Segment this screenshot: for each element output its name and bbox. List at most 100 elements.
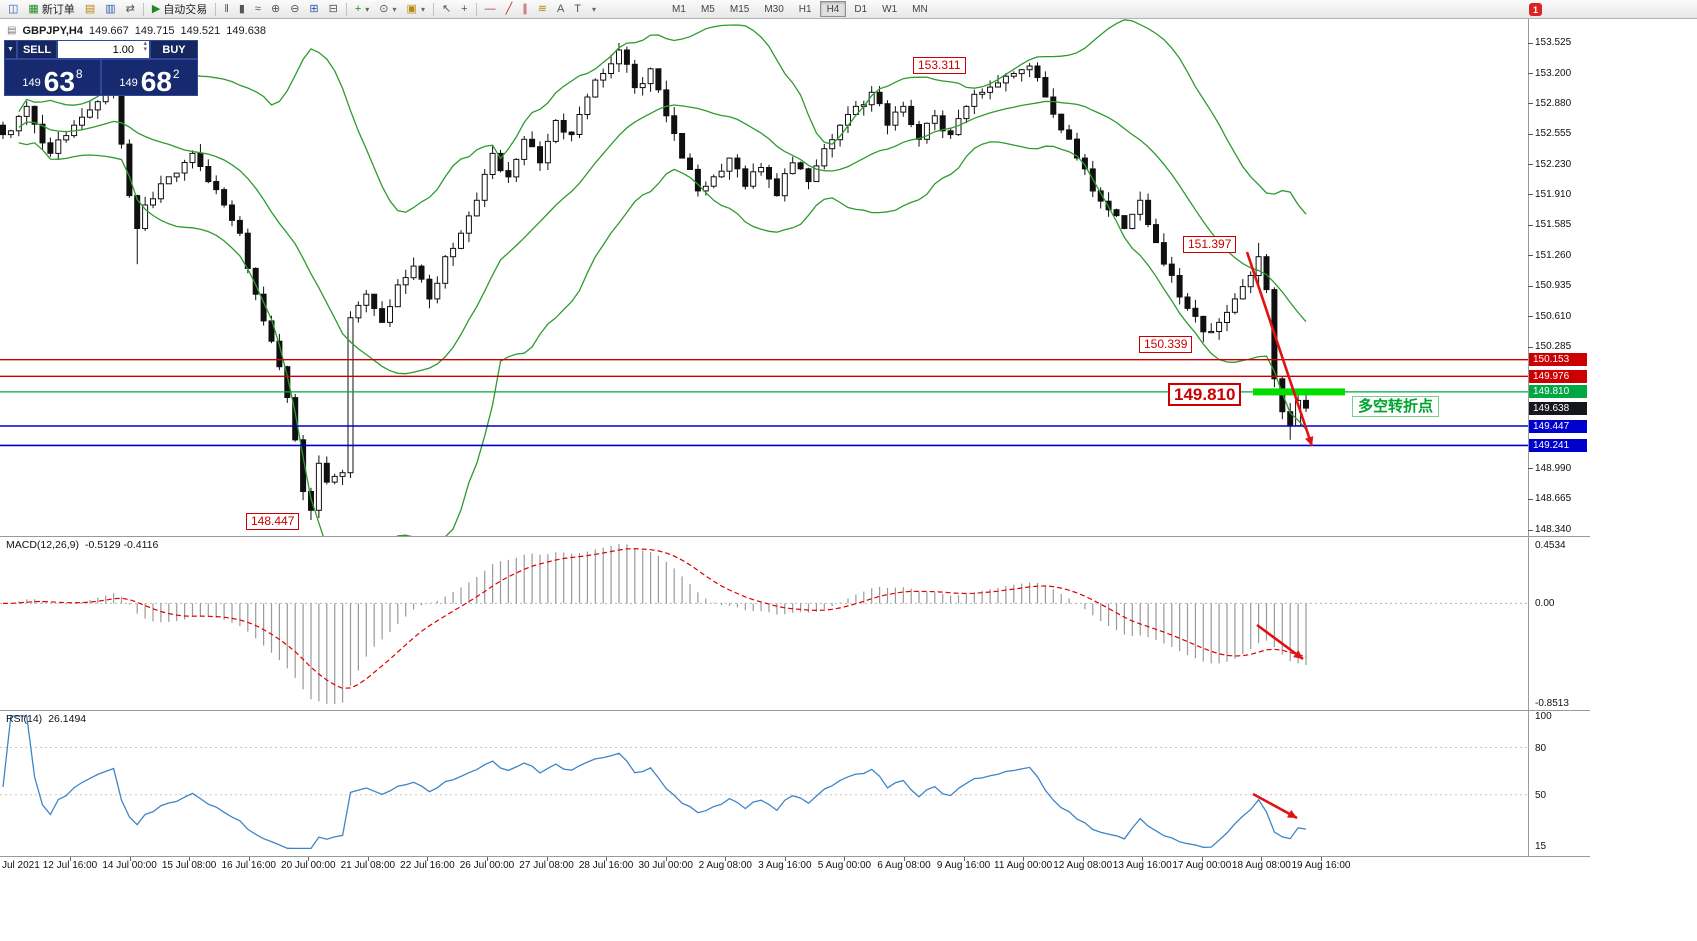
auto-trading-button[interactable]: ▶ 自动交易	[147, 1, 212, 18]
timeframe-w1[interactable]: W1	[875, 1, 904, 17]
macd-panel[interactable]	[0, 536, 1590, 710]
market-watch-icon: ▥	[105, 2, 116, 15]
close-value: 149.638	[226, 25, 267, 37]
sell-price-big: 63	[43, 65, 75, 97]
toolbar-separator	[142, 2, 144, 16]
time-axis-label: 15 Jul 08:00	[161, 860, 217, 871]
price-annotation[interactable]: 150.339	[1139, 336, 1193, 353]
zoom-in-icon: ⊕	[270, 2, 281, 15]
time-axis-tick	[963, 857, 965, 861]
line-chart-icon: ≈	[254, 2, 261, 15]
candle-chart-button[interactable]: ▮	[234, 1, 250, 18]
time-axis-tick	[427, 857, 429, 861]
horizontal-line-icon: —	[484, 2, 496, 15]
hline-tool-button[interactable]: —	[480, 1, 501, 18]
time-axis-label: 11 Aug 00:00	[994, 860, 1053, 871]
toolbar-separator	[475, 2, 477, 16]
macd-label: MACD(12,26,9) -0.5129 -0.4116	[6, 539, 158, 551]
refresh-icon: ⇄	[125, 2, 135, 15]
panel-divider[interactable]	[0, 710, 1590, 711]
window-icon: ◫	[8, 2, 19, 15]
symbol-ohlc-bar: ▤ GBPJPY,H4 149.667 149.715 149.521 149.…	[7, 25, 266, 37]
cursor-icon: ↖	[441, 2, 452, 15]
timeframe-m1[interactable]: M1	[665, 1, 693, 17]
sell-price-prefix: 149	[22, 77, 41, 89]
time-axis-label: 26 Jul 00:00	[459, 860, 515, 871]
buy-price[interactable]: 149 68 2	[101, 59, 198, 96]
time-axis-tick	[903, 857, 905, 861]
panel-divider[interactable]	[0, 536, 1590, 537]
timeframe-d1[interactable]: D1	[847, 1, 874, 17]
timeframe-group: M1 M5 M15 M30 H1 H4 D1 W1 MN	[665, 1, 935, 17]
turning-point-label[interactable]: 多空转折点	[1352, 396, 1440, 417]
charts-button[interactable]: ▤	[80, 1, 100, 18]
templates-button[interactable]: ▣ ▾	[402, 1, 430, 18]
label-tool-button[interactable]: T	[569, 1, 586, 18]
trendline-tool-button[interactable]: ╱	[501, 1, 518, 18]
chart-icon: ▤	[7, 25, 17, 36]
time-axis-label: 13 Aug 16:00	[1112, 860, 1172, 871]
charts-icon: ▤	[84, 2, 96, 15]
low-value: 149.521	[180, 25, 221, 37]
timeframe-m15[interactable]: M15	[723, 1, 756, 17]
sell-button[interactable]: SELL	[17, 40, 57, 59]
tile-windows-button[interactable]: ⊞	[304, 1, 323, 18]
chevron-down-icon: ▾	[392, 4, 397, 14]
rsi-panel[interactable]	[0, 710, 1590, 856]
text-tool-button[interactable]: A	[552, 1, 569, 18]
price-annotation[interactable]: 149.810	[1168, 383, 1242, 406]
zoom-out-button[interactable]: ⊖	[285, 1, 304, 18]
spin-up-icon[interactable]: ▴	[143, 40, 147, 47]
bar-chart-button[interactable]: ‖	[219, 1, 234, 18]
cursor-tool-button[interactable]: ↖	[437, 1, 456, 18]
time-axis-label: 6 Aug 08:00	[877, 860, 931, 871]
cascade-windows-button[interactable]: ⊟	[324, 1, 343, 18]
sell-price[interactable]: 149 63 8	[4, 59, 101, 96]
timeframe-m30[interactable]: M30	[757, 1, 790, 17]
notification-badge[interactable]: 1	[1529, 3, 1542, 16]
rsi-value: 26.1494	[48, 713, 87, 725]
timeframe-h4[interactable]: H4	[819, 1, 847, 17]
new-order-button[interactable]: ▦ 新订单	[23, 1, 79, 18]
channel-icon: ∥	[522, 2, 528, 15]
time-axis-tick	[546, 857, 548, 861]
refresh-button[interactable]: ⇄	[121, 1, 140, 18]
spin-down-icon[interactable]: ▾	[143, 46, 147, 53]
chart-window-button[interactable]: ◫	[3, 1, 23, 18]
buy-button[interactable]: BUY	[150, 40, 198, 59]
fibonacci-tool-button[interactable]: ≋	[533, 1, 552, 18]
time-axis-tick	[606, 857, 608, 861]
high-value: 149.715	[134, 25, 175, 37]
toolbar-separator	[215, 2, 217, 16]
volume-field[interactable]: 1.00 ▴ ▾	[57, 40, 150, 59]
market-watch-button[interactable]: ▥	[100, 1, 120, 18]
price-annotation[interactable]: 151.397	[1183, 236, 1237, 253]
time-axis-tick	[1261, 857, 1263, 861]
main-price-chart[interactable]	[0, 19, 1590, 536]
timeframe-m5[interactable]: M5	[694, 1, 722, 17]
time-axis-label: 20 Jul 00:00	[281, 860, 336, 871]
price-annotation[interactable]: 148.447	[246, 513, 300, 530]
price-annotation[interactable]: 153.311	[913, 57, 966, 74]
toolbar: ◫ ▦ 新订单 ▤ ▥ ⇄ ▶ 自动交易 ‖ ▮ ≈ ⊕ ⊖ ⊞ ⊟ + ▾ ⊙ ▾ ▣…	[0, 0, 1697, 19]
tile-windows-icon: ⊞	[309, 2, 319, 15]
time-axis-divider	[0, 856, 1590, 857]
timeframe-mn[interactable]: MN	[905, 1, 935, 17]
time-axis-label: 5 Aug 00:00	[817, 860, 872, 871]
panel-collapse-button[interactable]: ▼	[4, 40, 17, 59]
volume-spinner[interactable]: ▴ ▾	[143, 40, 147, 53]
trendline-icon: ╱	[505, 2, 513, 15]
time-axis-label: 14 Jul 00:00	[102, 860, 157, 871]
crosshair-tool-button[interactable]: +	[456, 1, 472, 18]
time-axis-tick	[189, 857, 191, 861]
periods-button[interactable]: ⊙ ▾	[374, 1, 401, 18]
shapes-dropdown-button[interactable]: ▾	[586, 1, 601, 18]
candle-chart-icon: ▮	[238, 2, 245, 15]
timeframe-h1[interactable]: H1	[792, 1, 819, 17]
line-chart-button[interactable]: ≈	[250, 1, 266, 18]
text-icon: A	[556, 2, 565, 15]
time-axis-label: 16 Jul 16:00	[221, 860, 276, 871]
zoom-in-button[interactable]: ⊕	[266, 1, 285, 18]
channel-tool-button[interactable]: ∥	[517, 1, 533, 18]
add-indicator-button[interactable]: + ▾	[350, 1, 374, 18]
